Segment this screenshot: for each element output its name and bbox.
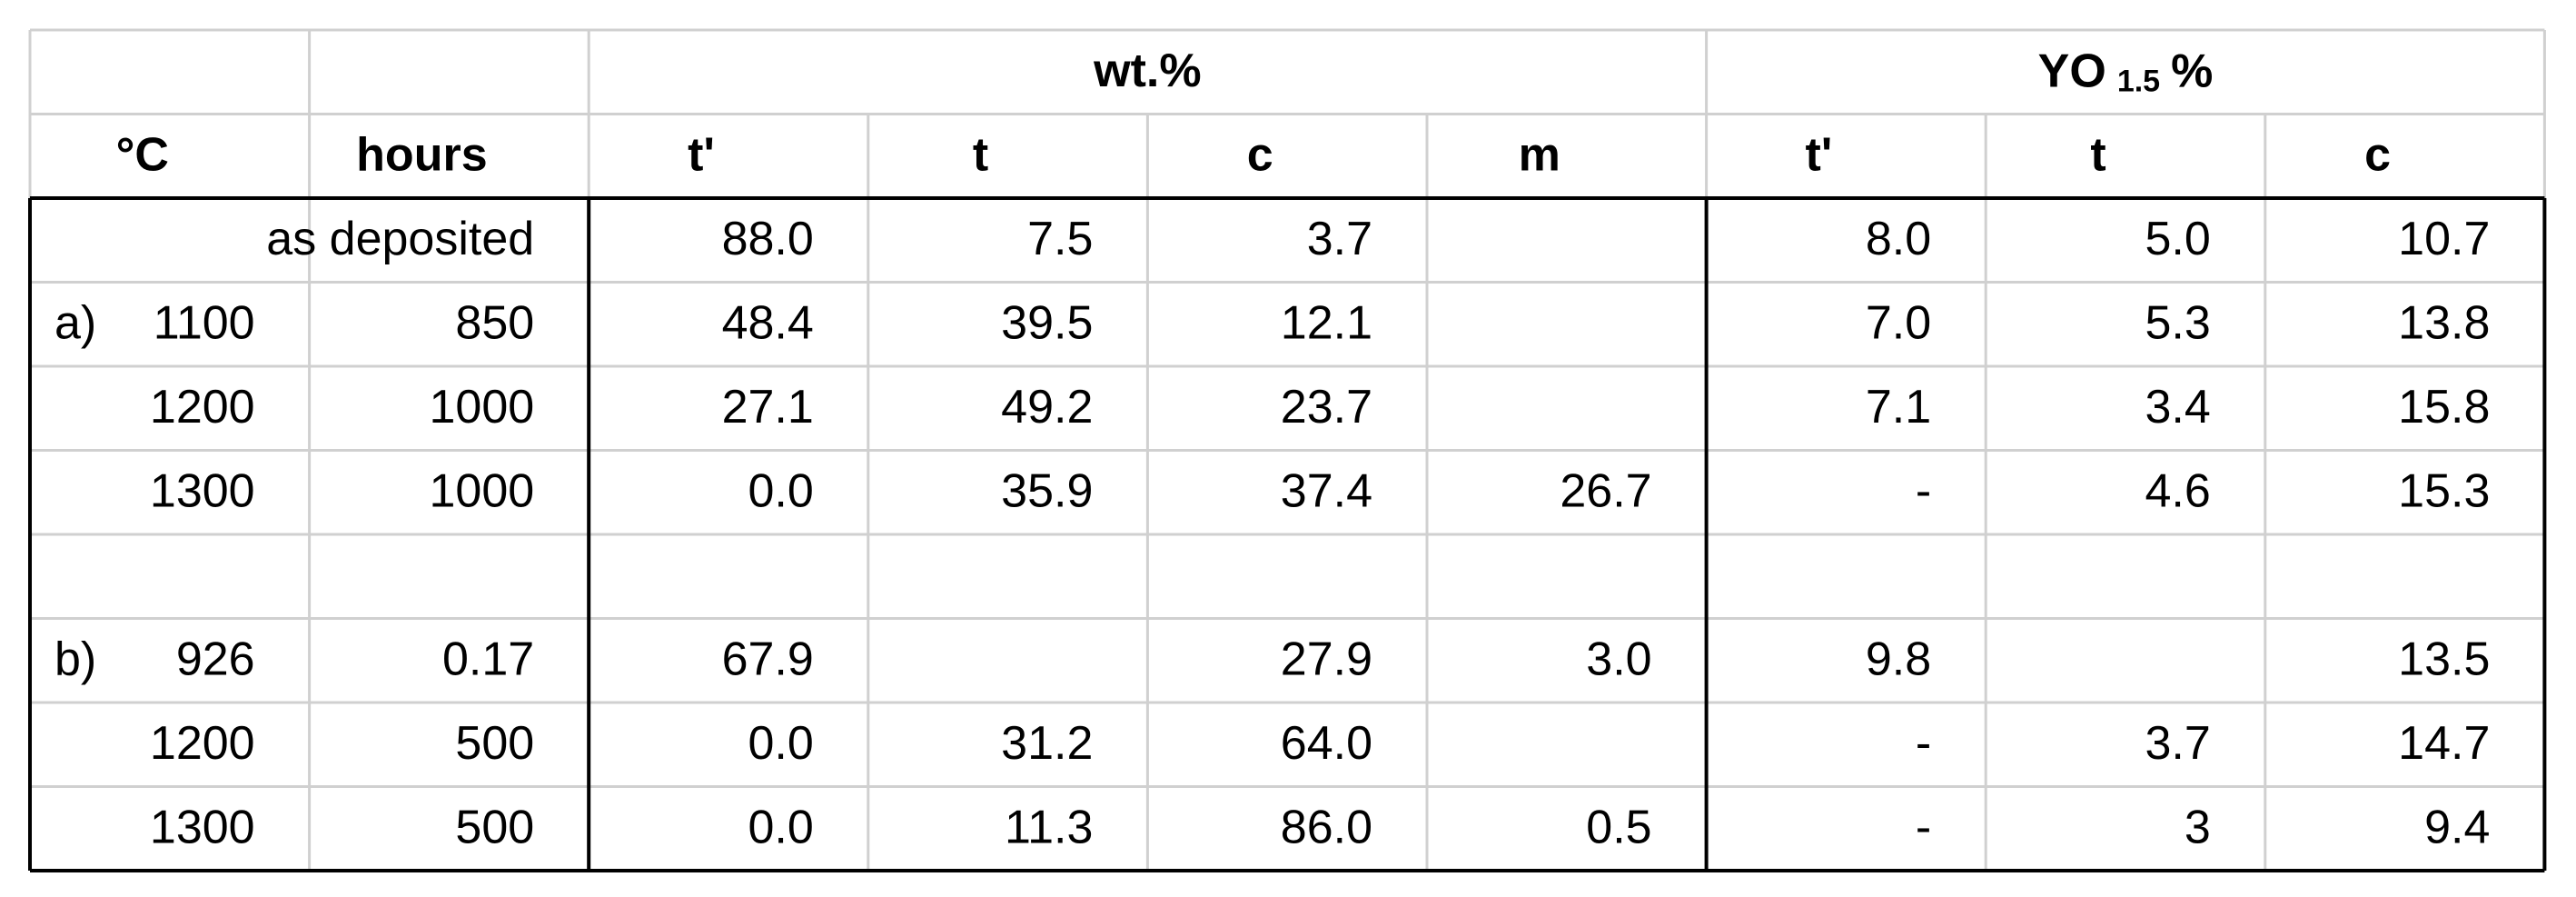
cell: 27.1	[722, 381, 814, 434]
column-header: t	[2090, 128, 2105, 181]
group-header-sub: 1.5	[2117, 64, 2160, 98]
hours: 500	[455, 801, 534, 853]
cell: 13.8	[2398, 296, 2490, 349]
column-header: t	[973, 128, 988, 181]
cell: 7.1	[1866, 381, 1931, 434]
cell: 39.5	[1001, 296, 1093, 349]
hours: 1000	[430, 464, 535, 517]
cell: 27.9	[1281, 633, 1372, 685]
cell: -	[1916, 801, 1931, 853]
cell: 0.0	[748, 717, 814, 770]
cell: 64.0	[1281, 717, 1372, 770]
cell: 3	[2185, 801, 2211, 853]
hours: 850	[455, 296, 534, 349]
cell: 5.3	[2145, 296, 2211, 349]
temperature: 1300	[150, 801, 255, 853]
temperature: 1100	[154, 296, 255, 349]
hours: 1000	[430, 381, 535, 434]
cell: 12.1	[1281, 296, 1372, 349]
column-header: °C	[116, 128, 169, 181]
group-header: YO 1.5%	[2038, 45, 2214, 98]
cell: 48.4	[722, 296, 814, 349]
temperature: 1200	[150, 381, 255, 434]
cell: 9.8	[1866, 633, 1931, 685]
temperature: 1300	[150, 464, 255, 517]
cell: -	[1916, 464, 1931, 517]
cell: 11.3	[1005, 801, 1093, 853]
column-header: t'	[1806, 128, 1833, 181]
cell: 4.6	[2145, 464, 2211, 517]
cell: 88.0	[722, 213, 814, 265]
cell: 0.0	[748, 801, 814, 853]
cell: 49.2	[1001, 381, 1093, 434]
row-group: a)	[54, 296, 96, 349]
cell: 26.7	[1560, 464, 1651, 517]
cell: 13.5	[2398, 633, 2490, 685]
column-header: c	[1247, 128, 1273, 181]
cell: 15.3	[2398, 464, 2490, 517]
cell: 37.4	[1281, 464, 1372, 517]
cell: 31.2	[1001, 717, 1093, 770]
temperature: 926	[176, 633, 255, 685]
cell: 9.4	[2424, 801, 2490, 853]
cell: 8.0	[1866, 213, 1931, 265]
group-header-text: YO	[2038, 45, 2106, 97]
cell: 67.9	[722, 633, 814, 685]
row-group: b)	[54, 633, 96, 685]
cell: 23.7	[1281, 381, 1372, 434]
hours: 0.17	[442, 633, 534, 685]
cell: 10.7	[2398, 213, 2490, 265]
cell: 0.0	[748, 464, 814, 517]
cell: 3.0	[1586, 633, 1651, 685]
cell: 14.7	[2398, 717, 2490, 770]
row-label: as deposited	[266, 213, 534, 265]
cell: -	[1916, 717, 1931, 770]
group-header: wt.%	[1093, 45, 1201, 97]
cell: 3.7	[2145, 717, 2211, 770]
column-header: t'	[688, 128, 715, 181]
cell: 0.5	[1586, 801, 1651, 853]
cell: 3.4	[2145, 381, 2211, 434]
cell: 7.0	[1866, 296, 1931, 349]
cell: 15.8	[2398, 381, 2490, 434]
group-header-suffix: %	[2171, 45, 2213, 97]
cell: 7.5	[1027, 213, 1093, 265]
cell: 3.7	[1307, 213, 1372, 265]
cell: 5.0	[2145, 213, 2211, 265]
cell: 86.0	[1281, 801, 1372, 853]
hours: 500	[455, 717, 534, 770]
cell: 35.9	[1001, 464, 1093, 517]
column-header: m	[1519, 128, 1560, 181]
temperature: 1200	[150, 717, 255, 770]
column-header: c	[2364, 128, 2391, 181]
column-header: hours	[356, 128, 487, 181]
